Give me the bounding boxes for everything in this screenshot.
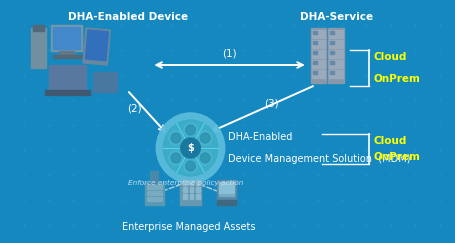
Circle shape xyxy=(200,153,210,163)
Text: OnPrem: OnPrem xyxy=(373,152,420,162)
Bar xyxy=(197,194,200,199)
Bar xyxy=(223,182,226,184)
Bar xyxy=(223,191,226,193)
Bar xyxy=(329,70,343,78)
Bar xyxy=(51,25,82,51)
Bar xyxy=(147,197,162,201)
Bar xyxy=(312,40,325,48)
Text: Cloud: Cloud xyxy=(373,52,407,62)
Bar xyxy=(231,191,233,193)
Text: DHA-Enabled: DHA-Enabled xyxy=(228,132,292,142)
Bar xyxy=(49,65,86,90)
Circle shape xyxy=(184,123,197,137)
Circle shape xyxy=(186,125,195,135)
Bar xyxy=(219,185,222,187)
Bar xyxy=(330,61,334,64)
Text: (1): (1) xyxy=(222,48,237,58)
Bar xyxy=(329,60,343,68)
Bar xyxy=(147,191,162,195)
Bar xyxy=(31,28,46,68)
Bar xyxy=(330,71,334,74)
Bar xyxy=(183,187,187,192)
Bar xyxy=(227,182,230,184)
Bar xyxy=(329,50,343,58)
Bar xyxy=(227,188,230,190)
Bar xyxy=(151,171,158,183)
Bar xyxy=(311,28,326,83)
Bar xyxy=(313,61,317,64)
Bar xyxy=(329,30,343,38)
Bar xyxy=(190,180,193,185)
Bar xyxy=(329,40,343,48)
Bar xyxy=(53,55,82,58)
Text: OnPrem: OnPrem xyxy=(373,74,420,84)
Bar xyxy=(45,90,90,95)
Circle shape xyxy=(181,138,200,158)
Bar xyxy=(223,185,226,187)
Bar xyxy=(312,70,325,78)
Text: Enforce enterprise policy action: Enforce enterprise policy action xyxy=(128,180,243,186)
Bar xyxy=(59,51,74,55)
Bar xyxy=(219,188,222,190)
Circle shape xyxy=(171,133,181,143)
Bar xyxy=(180,177,201,205)
Bar xyxy=(223,188,226,190)
Bar xyxy=(313,41,317,44)
Bar xyxy=(197,187,200,192)
Bar xyxy=(86,30,108,61)
Bar xyxy=(312,60,325,68)
Bar xyxy=(330,31,334,34)
Bar xyxy=(330,41,334,44)
Bar xyxy=(190,187,193,192)
Bar xyxy=(219,191,222,193)
Circle shape xyxy=(198,151,212,165)
Bar xyxy=(190,194,193,199)
Bar xyxy=(227,191,230,193)
Bar xyxy=(231,182,233,184)
Bar xyxy=(231,185,233,187)
Bar xyxy=(33,25,44,31)
Circle shape xyxy=(169,151,183,165)
Text: DHA-Service: DHA-Service xyxy=(300,12,373,22)
Bar xyxy=(313,31,317,34)
Bar xyxy=(183,167,198,177)
Circle shape xyxy=(157,113,225,183)
Bar xyxy=(147,185,162,189)
Text: Enterprise Managed Assets: Enterprise Managed Assets xyxy=(122,222,255,232)
Bar xyxy=(329,28,344,83)
Bar xyxy=(145,183,164,205)
Text: Device Management Solution  (MDM): Device Management Solution (MDM) xyxy=(228,154,410,164)
Text: (3): (3) xyxy=(264,98,279,108)
Text: (2): (2) xyxy=(127,103,142,113)
Text: $: $ xyxy=(187,143,194,153)
Text: Cloud: Cloud xyxy=(373,136,407,146)
Bar xyxy=(313,51,317,54)
Circle shape xyxy=(198,131,212,145)
Bar xyxy=(217,180,237,200)
Circle shape xyxy=(163,120,218,176)
Bar xyxy=(53,27,80,49)
Bar xyxy=(313,71,317,74)
Circle shape xyxy=(171,153,181,163)
Circle shape xyxy=(200,133,210,143)
Bar xyxy=(330,51,334,54)
Circle shape xyxy=(169,131,183,145)
Bar xyxy=(93,72,117,92)
Bar xyxy=(227,185,230,187)
Circle shape xyxy=(184,159,197,173)
Bar xyxy=(312,30,325,38)
Circle shape xyxy=(186,161,195,171)
Bar xyxy=(219,182,222,184)
Bar xyxy=(231,188,233,190)
Bar xyxy=(197,180,200,185)
Bar xyxy=(312,50,325,58)
Bar xyxy=(183,180,187,185)
Text: DHA-Enabled Device: DHA-Enabled Device xyxy=(68,12,188,22)
Bar xyxy=(217,200,237,205)
Bar xyxy=(219,182,234,196)
Bar xyxy=(183,194,187,199)
Bar xyxy=(83,28,110,65)
